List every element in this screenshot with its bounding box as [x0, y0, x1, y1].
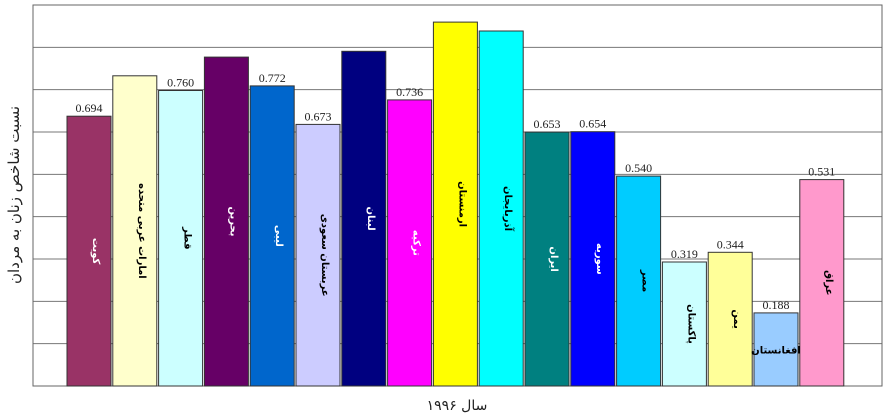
x-axis-label: سال ۱۹۹۶ — [427, 398, 488, 414]
bar-2 — [112, 75, 158, 387]
bar-8 — [387, 99, 433, 387]
category-label-3: قطر — [182, 226, 193, 250]
bar-17 — [799, 179, 845, 387]
category-labels-group: کویت امارات عربی متحده قطر بحرین لیبی عربستان… — [90, 181, 834, 356]
category-label-17: عراق — [823, 270, 834, 295]
bar-13 — [616, 175, 662, 387]
bar-5 — [249, 85, 295, 387]
category-label-15: یمن — [731, 309, 742, 329]
category-label-10: آذربایجان — [502, 186, 515, 232]
value-label-5: 0.772 — [259, 71, 286, 85]
bar-7 — [341, 50, 387, 387]
value-label-13: 0.540 — [625, 161, 652, 175]
bar-1 — [66, 115, 112, 387]
category-label-6: عربستان سعودی — [319, 214, 330, 297]
value-label-6: 0.673 — [305, 109, 332, 123]
category-label-2: امارات عربی متحده — [136, 183, 147, 279]
y-axis-label: نسبت شاخص زنان به مردان — [5, 106, 23, 284]
bar-12 — [570, 131, 616, 387]
bar-3 — [158, 90, 204, 387]
category-label-11: ایران — [548, 246, 559, 271]
bar-9 — [432, 21, 478, 387]
category-label-5: لیبی — [273, 225, 284, 247]
category-label-12: سوریه — [594, 243, 605, 275]
bar-16 — [753, 312, 799, 387]
value-label-16: 0.188 — [763, 298, 790, 312]
bar-6 — [295, 123, 341, 387]
bar-10 — [478, 30, 524, 387]
category-label-1: کویت — [90, 238, 101, 265]
bars-group — [66, 21, 845, 387]
bar-15 — [707, 251, 753, 387]
value-label-15: 0.344 — [717, 237, 744, 251]
value-label-11: 0.653 — [534, 117, 561, 131]
category-label-4: بحرین — [227, 207, 238, 237]
value-label-12: 0.654 — [579, 117, 606, 131]
category-label-13: مصر — [640, 269, 651, 292]
value-label-17: 0.531 — [808, 165, 835, 179]
bar-14 — [661, 261, 707, 387]
value-labels-group: 0.694 0.760 0.772 0.673 0.736 0.653 0.654 0.540… — [76, 71, 836, 312]
bar-4 — [203, 56, 249, 387]
value-label-8: 0.736 — [396, 85, 423, 99]
value-label-1: 0.694 — [76, 101, 103, 115]
value-label-14: 0.319 — [671, 247, 698, 261]
value-label-3: 0.760 — [167, 76, 194, 90]
category-label-8: ترکیه — [411, 230, 422, 256]
category-label-14: پاکستان — [685, 304, 696, 344]
category-label-9: ارمنستان — [456, 181, 467, 227]
bar-11 — [524, 131, 570, 387]
category-label-7: لبنان — [365, 206, 376, 230]
category-label-16: افغانستان — [751, 346, 801, 357]
